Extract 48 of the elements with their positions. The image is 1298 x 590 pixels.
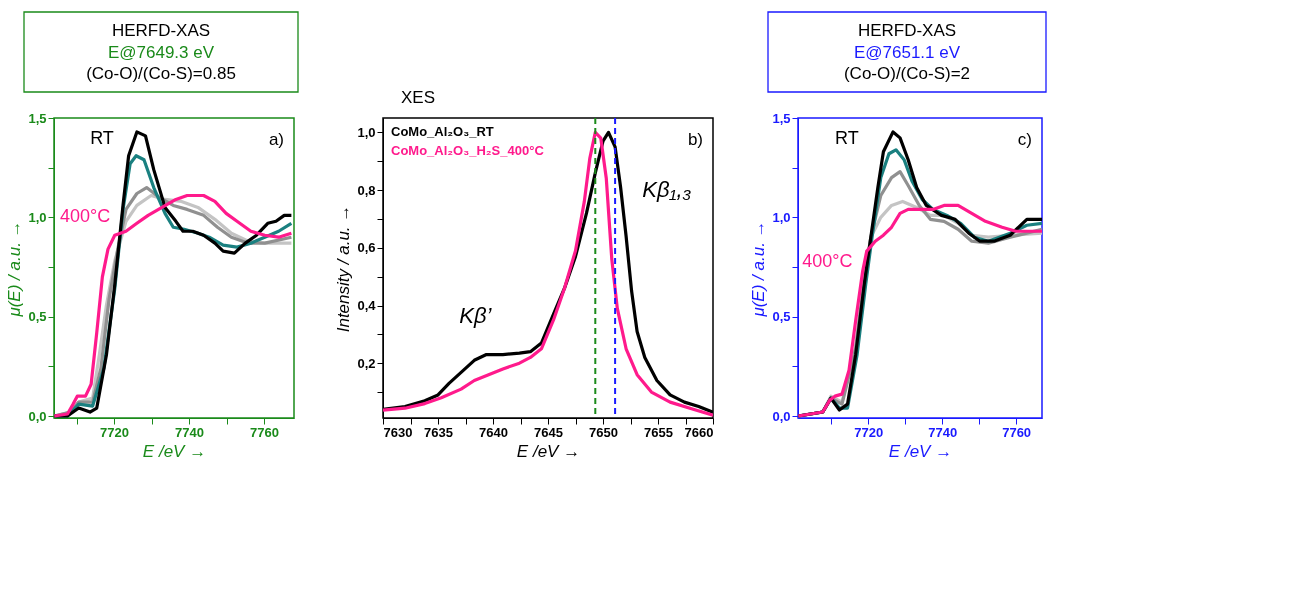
series-label: RT bbox=[834, 128, 859, 148]
y-tick-label: 0,4 bbox=[357, 298, 377, 313]
chart-title: HERFD-XAS bbox=[111, 21, 211, 40]
x-tick-label: 7720 bbox=[100, 424, 129, 440]
x-axis-title: E /eV → bbox=[142, 441, 207, 461]
x-tick-label: 7630 bbox=[383, 424, 413, 440]
text: CoMo_Al₂O₃_RT bbox=[391, 124, 494, 139]
x-tick-label: 7740 bbox=[928, 424, 958, 440]
y-tick-label: 1,0 bbox=[28, 209, 47, 225]
y-tick-label: 1,5 bbox=[28, 110, 47, 126]
chart-subtitle: E@7649.3 eV (Co-O)/(Co-S)=0.85 bbox=[86, 43, 236, 83]
annotation: Kβ₁,₃ bbox=[642, 177, 692, 202]
annotation: b) bbox=[687, 130, 703, 149]
x-tick-label: 7760 bbox=[1002, 424, 1032, 440]
x-tick-label: 7655 bbox=[644, 424, 673, 440]
y-axis-title: μ(E) / a.u. → bbox=[5, 220, 25, 318]
annotation: a) bbox=[268, 130, 284, 149]
y-tick-label: 0,8 bbox=[357, 182, 376, 198]
y-tick-label: 0,0 bbox=[772, 408, 791, 424]
chart-title: HERFD-XAS bbox=[857, 21, 957, 40]
annotation: c) bbox=[1017, 130, 1032, 149]
x-tick-label: 7660 bbox=[684, 424, 714, 440]
x-axis-title: E /eV → bbox=[888, 441, 953, 461]
y-tick-label: 0,0 bbox=[28, 408, 47, 424]
series-label: 400°C bbox=[60, 206, 111, 226]
x-tick-label: 7720 bbox=[854, 424, 884, 440]
y-tick-label: 1,0 bbox=[772, 209, 791, 225]
x-axis-title: E /eV → bbox=[516, 441, 581, 461]
y-tick-label: 0,2 bbox=[357, 355, 376, 371]
series-label: 400°C bbox=[802, 251, 853, 271]
y-axis-title: μ(E) / a.u. → bbox=[749, 220, 769, 318]
series-label: RT bbox=[90, 128, 114, 148]
x-tick-label: 7650 bbox=[589, 424, 618, 440]
y-tick-label: 1,0 bbox=[357, 124, 376, 140]
text: CoMo_Al₂O₃_H₂S_400°C bbox=[391, 143, 545, 158]
x-tick-label: 7740 bbox=[175, 424, 204, 440]
y-axis-title: Intensity / a.u. → bbox=[334, 204, 354, 333]
x-tick-label: 7645 bbox=[534, 424, 563, 440]
x-tick-label: 7635 bbox=[424, 424, 453, 440]
chart-subtitle: E@7651.1 eV (Co-O)/(Co-S)=2 bbox=[843, 43, 971, 83]
y-tick-label: 1,5 bbox=[772, 110, 791, 126]
y-tick-label: 0,5 bbox=[28, 309, 47, 325]
y-tick-label: 0,5 bbox=[772, 309, 791, 325]
x-tick-label: 7640 bbox=[479, 424, 508, 440]
y-tick-label: 0,6 bbox=[357, 240, 376, 256]
chart-title: XES bbox=[401, 88, 436, 107]
x-tick-label: 7760 bbox=[250, 424, 279, 440]
annotation: Kβ’ bbox=[459, 303, 493, 328]
